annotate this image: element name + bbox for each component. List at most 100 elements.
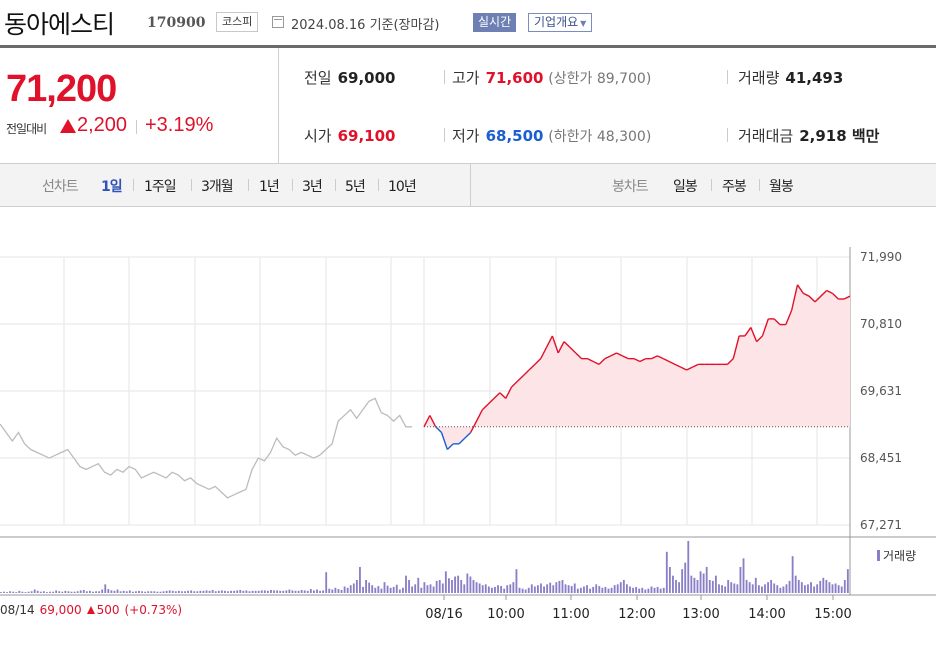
volume-bar (616, 584, 619, 593)
volume-bar (564, 584, 567, 593)
price-segment (651, 355, 658, 360)
tabs-divider (470, 164, 471, 206)
open-label: 시가 (304, 127, 332, 145)
tab-5year[interactable]: 5년 (345, 179, 366, 195)
volume-bar (601, 587, 604, 593)
x-tick-label: 13:00 (682, 607, 719, 622)
volume-bar (733, 583, 736, 593)
volume-bar (558, 580, 561, 593)
tab-3year[interactable]: 3년 (302, 179, 323, 195)
volume-bar (613, 585, 616, 593)
volume-bar (748, 582, 751, 593)
line-chart-label: 선차트 (42, 179, 79, 195)
volume-bar (791, 556, 794, 593)
volume-bar (429, 584, 432, 593)
volume-bar (220, 590, 223, 593)
volume-bar (625, 584, 628, 593)
volume-bar (110, 590, 113, 593)
volume-bar (843, 580, 846, 593)
volume-bar (362, 586, 364, 593)
volume-value: 41,493 (785, 69, 844, 87)
volume-bar (444, 571, 447, 593)
volume-bar (392, 586, 395, 593)
tab-3month[interactable]: 3개월 (201, 179, 234, 195)
volume-bar (340, 589, 343, 593)
volume-bar (466, 573, 469, 593)
price-segment (563, 341, 571, 348)
low-label: 저가 (452, 127, 480, 145)
volume-bar (279, 590, 282, 593)
x-tick-label: 14:00 (748, 607, 785, 622)
tab-1year[interactable]: 1년 (259, 179, 280, 195)
volume-bar (426, 585, 429, 593)
volume-bar (239, 589, 242, 593)
volume-bar (632, 587, 634, 593)
volume-bar (64, 590, 67, 593)
volume-bar (668, 567, 671, 593)
tab-daily-candle[interactable]: 일봉 (673, 179, 698, 195)
volume-bar (727, 580, 730, 593)
volume-bar (711, 580, 714, 593)
tab-1week[interactable]: 1주일 (144, 179, 177, 195)
volume-bar (635, 586, 638, 593)
x-tick-label: 15:00 (814, 607, 851, 622)
volume-bar (266, 590, 269, 593)
volume-bar (745, 580, 748, 593)
volume-bar (816, 584, 819, 593)
volume-bar (116, 589, 119, 593)
tab-10year[interactable]: 10년 (388, 179, 417, 195)
volume-bar (297, 590, 300, 593)
realtime-button[interactable]: 실시간 (473, 13, 517, 32)
volume-bar (6, 592, 8, 593)
divider (248, 179, 249, 191)
volume-bar (478, 583, 481, 593)
volume-bar (684, 562, 687, 593)
tab-1day[interactable]: 1일 (101, 179, 123, 195)
volume-bar (441, 583, 444, 593)
volume-bar (454, 576, 456, 593)
volume-bar (800, 582, 803, 593)
tab-weekly-candle[interactable]: 주봉 (722, 179, 747, 195)
price-segment (551, 335, 559, 354)
volume-bar (705, 567, 708, 593)
volume-bar (742, 558, 745, 593)
volume-bar (702, 573, 705, 593)
divider (136, 120, 137, 134)
volume-bar (79, 590, 82, 593)
corp-info-button[interactable]: 기업개요 ▼ (528, 13, 593, 32)
volume-bar (254, 590, 257, 593)
price-segment (604, 355, 612, 360)
volume-bar (190, 590, 193, 593)
stock-code: 170900 (147, 15, 206, 31)
price-segment (657, 355, 664, 360)
volume-bar (714, 575, 717, 593)
x-tick-label: 10:00 (487, 607, 524, 622)
price-segment (808, 295, 816, 303)
caret-down-icon: ▼ (580, 19, 587, 28)
volume-bar (785, 584, 788, 593)
volume-bar (423, 582, 426, 593)
amount-value: 2,918 백만 (799, 127, 880, 145)
volume-bar (497, 585, 499, 593)
price-segment (674, 363, 682, 368)
volume-bar (208, 590, 211, 593)
tab-monthly-candle[interactable]: 월봉 (769, 179, 794, 195)
divider (727, 70, 728, 84)
volume-bar (368, 582, 371, 593)
volume-bar (165, 590, 168, 593)
prev-day-change: 500 (96, 603, 120, 617)
divider (444, 70, 445, 84)
volume-bar (257, 590, 260, 593)
volume-bar (754, 577, 757, 593)
volume-bar (401, 587, 404, 593)
volume-bar (107, 589, 110, 593)
volume-bar (245, 590, 248, 593)
volume-bar (521, 588, 524, 593)
divider (335, 179, 336, 191)
price-segment (592, 360, 600, 365)
volume-bar (699, 571, 702, 593)
price-segment (692, 363, 699, 368)
volume-bar (131, 591, 134, 593)
price-segment (528, 363, 536, 371)
chart-canvas: 71,990 70,810 69,631 68,451 67,271 08/16 10:00… (0, 247, 936, 622)
